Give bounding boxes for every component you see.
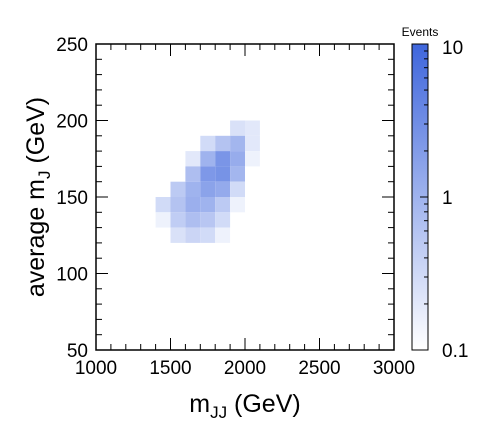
colorbar-tick-label: 10: [442, 38, 463, 59]
x-tick-label: 1500: [149, 358, 191, 379]
heatmap-cell: [230, 181, 245, 197]
heatmap-cell: [230, 135, 245, 152]
heatmap-cell: [230, 120, 245, 136]
heatmap-cell: [170, 197, 186, 213]
heatmap-cells: [155, 120, 260, 243]
x-tick-label: 2500: [298, 358, 340, 379]
heatmap-cell: [245, 135, 260, 152]
heatmap-cell: [170, 227, 186, 243]
heatmap-cell: [185, 181, 201, 197]
y-tick-label: 200: [56, 112, 88, 133]
heatmap-cell: [185, 212, 201, 228]
heatmap-cell: [245, 151, 260, 167]
heatmap-cell: [185, 227, 201, 243]
colorbar-title: Events: [402, 25, 439, 39]
heatmap-cell: [200, 135, 216, 152]
heatmap-cell: [155, 212, 171, 228]
x-axis-title: mJJ (GeV): [189, 390, 300, 422]
heatmap-cell: [215, 212, 231, 228]
heatmap-cell: [200, 197, 216, 213]
heatmap-cell: [155, 197, 171, 213]
heatmap-cell: [245, 120, 260, 136]
heatmap-cell: [230, 166, 245, 182]
x-tick-label: 2000: [224, 358, 266, 379]
y-tick-label: 50: [67, 341, 88, 362]
heatmap-cell: [185, 151, 201, 167]
heatmap-cell: [200, 181, 216, 197]
heatmap-cell: [170, 181, 186, 197]
heatmap-cell: [215, 135, 231, 152]
heatmap-cell: [170, 212, 186, 228]
heatmap-cell: [185, 197, 201, 213]
heatmap-cell: [215, 151, 231, 167]
colorbar-tick-label: 0.1: [442, 341, 468, 362]
heatmap-cell: [215, 227, 231, 243]
x-tick-label: 3000: [373, 358, 415, 379]
heatmap-cell: [215, 166, 231, 182]
heatmap-cell: [200, 151, 216, 167]
x-tick-label: 1000: [75, 358, 117, 379]
axis-labels: mJJ (GeV) average mJ (GeV): [22, 97, 301, 422]
heatmap-cell: [200, 212, 216, 228]
y-tick-label: 100: [56, 265, 88, 286]
heatmap-cell: [185, 166, 201, 182]
heatmap-cell: [200, 227, 216, 243]
heatmap-cell: [215, 197, 231, 213]
y-axis-title: average mJ (GeV): [22, 97, 54, 297]
plot-axes: 1000 1500 2000 2500 3000 50 100 150 200 250: [56, 35, 415, 379]
colorbar-tick-label: 1: [442, 188, 453, 209]
heatmap-cell: [215, 181, 231, 197]
heatmap-cell: [230, 151, 245, 167]
heatmap-cell: [230, 197, 245, 213]
y-tick-label: 250: [56, 35, 88, 56]
y-tick-label: 150: [56, 188, 88, 209]
heatmap-cell: [200, 166, 216, 182]
